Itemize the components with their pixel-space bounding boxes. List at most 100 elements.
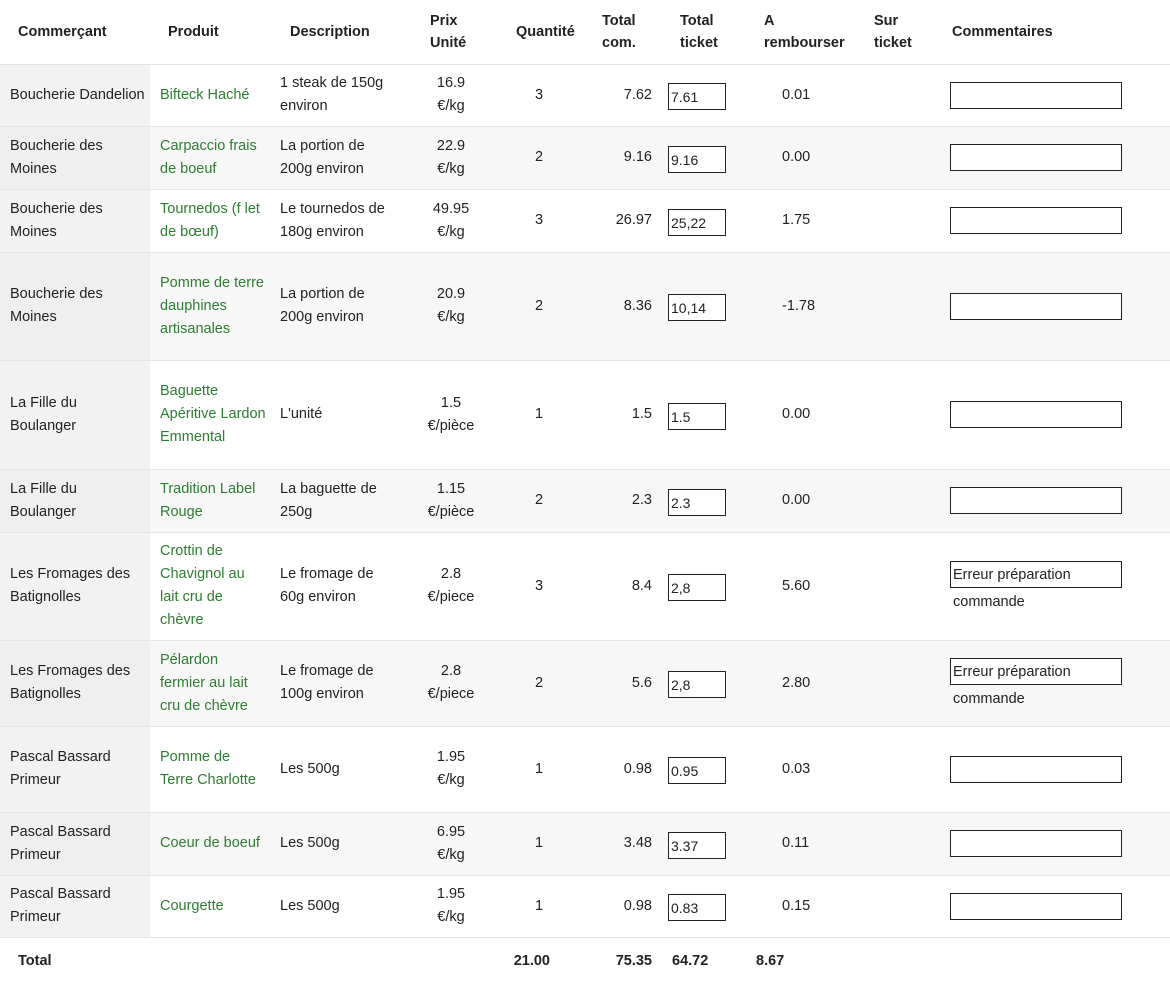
unit-price-unit: €/kg [437,772,465,788]
on-ticket-cell [870,532,950,641]
merchant-cell: Boucherie des Moines [0,126,150,190]
quantity-cell: 2 [500,252,578,361]
table-row: Les Fromages des Batignolles Pélardon fer… [0,640,1170,727]
ticket-total-input[interactable]: 9.16 [668,145,726,173]
product-cell: Baguette Apéritive Lardon Emmental [150,360,272,470]
comment-input[interactable] [950,487,1122,514]
total-com-cell: 9.16 [578,126,666,190]
comment-input[interactable] [950,207,1122,234]
merchant-cell: La Fille du Boulanger [0,469,150,533]
ticket-cell: 10,14 [666,252,750,361]
comment-cell [950,64,1170,127]
ticket-cell: 1.5 [666,360,750,470]
refund-cell: 5.60 [750,532,870,641]
comment-input[interactable] [950,292,1122,320]
table-row: Pascal Bassard Primeur Pomme de Terre Cha… [0,726,1170,813]
total-row: Total 21.00 75.35 64.72 8.67 [0,936,1170,984]
comment-input[interactable] [950,755,1122,783]
table-row: La Fille du Boulanger Baguette Apéritive … [0,360,1170,470]
unit-price-cell: 20.9 €/kg [402,252,500,361]
quantity-cell: 1 [500,875,578,938]
merchant-cell: Pascal Bassard Primeur [0,812,150,876]
total-quantity: 21.00 [500,936,578,984]
ticket-cell: 0.95 [666,726,750,813]
comment-cell [950,189,1170,253]
comment-input[interactable] [950,401,1122,428]
product-cell: Bifteck Haché [150,64,272,127]
product-cell: Coeur de boeuf [150,812,272,876]
on-ticket-cell [870,726,950,813]
merchant-cell: Boucherie Dandelion [0,64,150,127]
on-ticket-cell [870,812,950,876]
header-total-ticket: Total ticket [666,0,750,65]
unit-price-unit: €/pièce [427,503,475,520]
table-row: Boucherie des Moines Tournedos (f let de … [0,189,1170,253]
product-cell: Tradition Label Rouge [150,469,272,533]
on-ticket-cell [870,189,950,253]
comment-cell [950,726,1170,813]
ticket-total-input[interactable]: 0.95 [668,757,726,784]
header-product: Produit [150,0,272,65]
refund-cell: 0.15 [750,875,870,938]
ticket-total-input[interactable]: 1.5 [668,402,726,430]
unit-price-value: 1.5 [440,394,462,411]
product-cell: Pomme de terre dauphines artisanales [150,252,272,361]
unit-price-value: 16.9 [436,75,466,91]
comment-input[interactable] [950,81,1122,109]
unit-price-value: 1.95 [436,886,466,902]
on-ticket-cell [870,640,950,727]
total-com-cell: 5.6 [578,640,666,727]
unit-price-unit: €/kg [437,98,465,114]
total-ticket: 64.72 [666,936,750,984]
total-com-cell: 8.36 [578,252,666,361]
quantity-cell: 2 [500,469,578,533]
header-quantity: Quantité [500,0,578,65]
ticket-total-input[interactable]: 25,22 [668,208,726,236]
ticket-total-input[interactable]: 3.37 [668,831,726,859]
unit-price-value: 20.9 [436,286,466,302]
description-cell: Les 500g [272,812,402,876]
product-cell: Crottin de Chavignol au lait cru de chèv… [150,532,272,641]
total-com-cell: 1.5 [578,360,666,470]
comment-input[interactable]: Erreur préparation [950,657,1122,685]
ticket-total-input[interactable]: 0.83 [668,894,726,921]
ticket-total-input[interactable]: 2.3 [668,488,726,516]
description-cell: Les 500g [272,726,402,813]
merchant-cell: Les Fromages des Batignolles [0,532,150,641]
unit-price-unit: €/kg [437,846,465,863]
comment-input[interactable] [950,144,1122,171]
quantity-cell: 1 [500,812,578,876]
table-row: Pascal Bassard Primeur Courgette Les 500g 1… [0,875,1170,938]
unit-price-value: 6.95 [436,823,466,840]
unit-price-cell: 2.8 €/piece [402,532,500,641]
refund-cell: 1.75 [750,189,870,253]
total-com-cell: 3.48 [578,812,666,876]
table-row: Les Fromages des Batignolles Crottin de C… [0,532,1170,641]
table-row: Boucherie Dandelion Bifteck Haché 1 steak … [0,64,1170,127]
unit-price-cell: 1.95 €/kg [402,875,500,938]
comment-cell: Erreur préparation commande [950,532,1170,641]
unit-price-cell: 1.95 €/kg [402,726,500,813]
comment-cell: Erreur préparation commande [950,640,1170,727]
unit-price-cell: 2.8 €/piece [402,640,500,727]
total-com-cell: 8.4 [578,532,666,641]
total-com-cell: 0.98 [578,875,666,938]
comment-input[interactable] [950,892,1122,920]
ticket-total-input[interactable]: 2,8 [668,574,726,601]
comment-cell [950,875,1170,938]
ticket-cell: 7.61 [666,64,750,127]
quantity-cell: 2 [500,640,578,727]
quantity-cell: 2 [500,126,578,190]
on-ticket-cell [870,469,950,533]
description-cell: La baguette de 250g [272,469,402,533]
total-com: 75.35 [578,936,666,984]
ticket-total-input[interactable]: 10,14 [668,294,726,321]
comment-input[interactable]: Erreur préparation [950,560,1122,588]
table-row: La Fille du Boulanger Tradition Label Rou… [0,469,1170,533]
ticket-total-input[interactable]: 2,8 [668,671,726,698]
ticket-total-input[interactable]: 7.61 [668,83,726,110]
product-cell: Courgette [150,875,272,938]
unit-price-cell: 6.95 €/kg [402,812,500,876]
comment-input[interactable] [950,830,1122,857]
